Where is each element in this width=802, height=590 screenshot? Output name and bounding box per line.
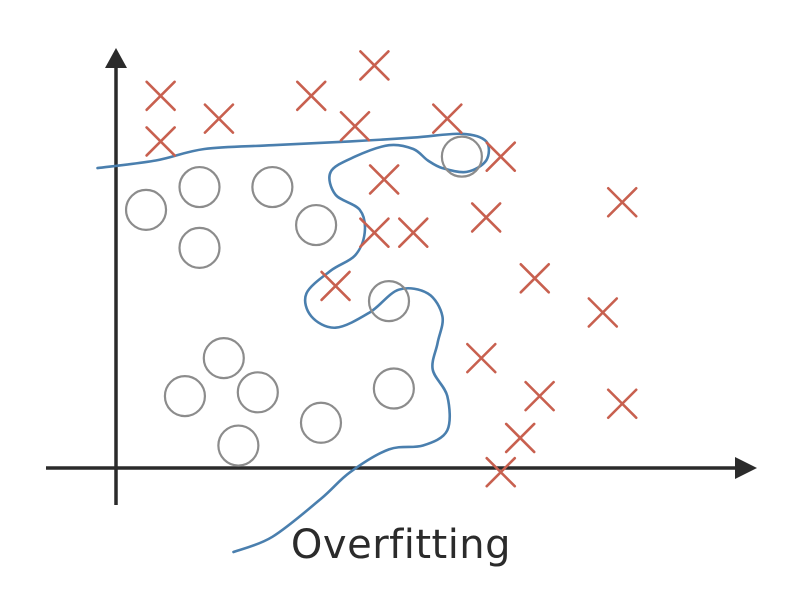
- cross-point-4: [359, 50, 390, 81]
- circle-point-3: [251, 165, 294, 209]
- circle-point-6: [367, 279, 411, 323]
- circle-point-1: [124, 188, 168, 231]
- circle-point-4: [295, 203, 338, 247]
- circle-point-2: [178, 165, 221, 209]
- caption-title: Overfitting: [290, 522, 512, 568]
- cross-point-1: [145, 80, 176, 112]
- circle-point-12: [372, 367, 415, 410]
- cross-point-12: [359, 217, 390, 248]
- circle-point-9: [236, 371, 279, 414]
- cross-point-6: [339, 110, 371, 142]
- axes: [46, 48, 757, 505]
- cross-point-8: [485, 141, 517, 172]
- cross-point-11: [606, 186, 638, 218]
- cross-point-16: [587, 297, 619, 328]
- circle-point-5: [178, 226, 221, 269]
- cross-point-15: [519, 262, 551, 294]
- cross-point-3: [295, 80, 327, 112]
- cross-point-5: [145, 126, 176, 157]
- cross-point-7: [432, 103, 463, 134]
- cross-point-14: [320, 270, 351, 302]
- circle-point-7: [202, 337, 245, 380]
- circle-point-13: [440, 135, 483, 178]
- cross-point-13: [397, 217, 429, 248]
- y-axis-arrow-icon: [105, 48, 127, 68]
- cross-point-10: [470, 202, 502, 233]
- circle-point-8: [163, 375, 207, 418]
- cross-points: [145, 50, 638, 488]
- circle-point-10: [299, 401, 343, 444]
- circle-point-11: [217, 424, 260, 467]
- cross-point-19: [606, 388, 638, 420]
- cross-point-20: [504, 422, 536, 454]
- cross-point-9: [368, 164, 400, 195]
- cross-point-17: [466, 342, 497, 374]
- cross-point-18: [524, 380, 555, 412]
- cross-point-21: [485, 456, 517, 488]
- decision-boundary-curve: [96, 132, 491, 554]
- circle-points: [124, 135, 483, 467]
- x-axis-arrow-icon: [735, 457, 757, 479]
- cross-point-2: [203, 103, 235, 134]
